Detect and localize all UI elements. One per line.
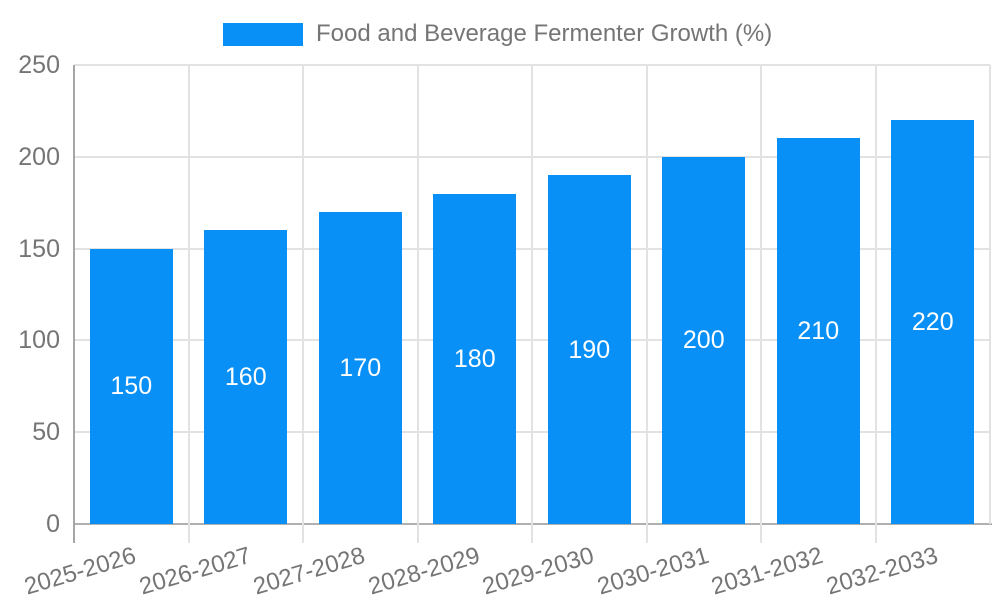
bar-value-label: 160	[224, 363, 267, 392]
gridline-vertical	[187, 65, 190, 543]
bar[interactable]: 200	[662, 156, 746, 524]
gridline-vertical	[531, 65, 533, 543]
y-axis-label: 50	[32, 418, 60, 447]
bar-value-label: 210	[797, 317, 840, 346]
y-axis-label: 0	[46, 510, 60, 538]
legend-label: Food and Beverage Fermenter Growth (%)	[316, 20, 773, 47]
gridline-vertical	[302, 65, 304, 543]
y-axis-label: 150	[18, 234, 60, 263]
legend[interactable]: Food and Beverage Fermenter Growth (%)	[223, 20, 772, 48]
bar[interactable]: 150	[89, 248, 173, 524]
bar[interactable]: 210	[776, 138, 860, 524]
bar-value-label: 170	[339, 353, 382, 382]
bar[interactable]: 220	[891, 120, 975, 524]
bar-value-label: 200	[682, 326, 725, 355]
y-axis-label: 250	[18, 51, 60, 79]
x-axis-line	[74, 523, 992, 525]
bar[interactable]: 190	[547, 175, 631, 524]
gridline-vertical	[645, 65, 648, 543]
bar-value-label: 150	[110, 372, 153, 401]
legend-swatch	[223, 22, 303, 46]
bar-value-label: 190	[568, 335, 611, 364]
gridline-vertical	[416, 65, 419, 543]
gridline-vertical	[874, 65, 877, 543]
gridline-vertical	[989, 65, 991, 524]
bar-value-label: 180	[453, 344, 496, 373]
gridline-vertical	[760, 65, 762, 543]
bar[interactable]: 160	[204, 230, 288, 524]
y-axis-label: 100	[18, 326, 60, 355]
bar-value-label: 220	[911, 308, 954, 337]
bar[interactable]: 180	[433, 193, 517, 524]
bar[interactable]: 170	[318, 211, 402, 524]
y-axis-line	[73, 65, 75, 543]
y-axis-label: 200	[18, 142, 60, 171]
